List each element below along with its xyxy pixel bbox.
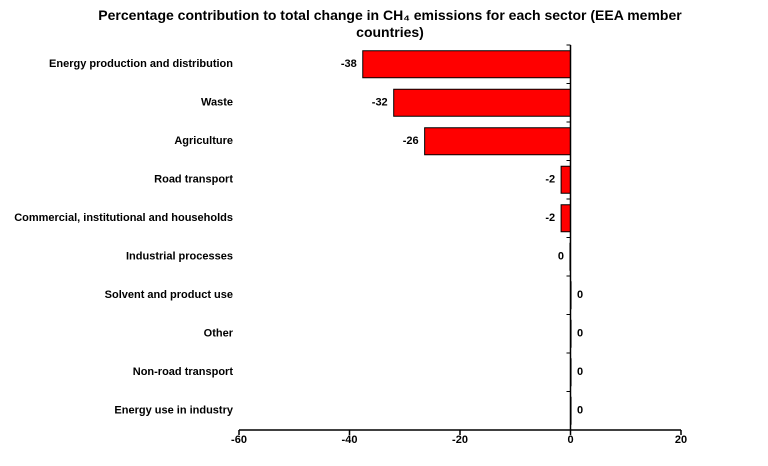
y-tick-label: Non-road transport	[133, 366, 234, 378]
bar	[393, 88, 572, 117]
value-label: -2	[545, 174, 555, 186]
value-label: -38	[341, 58, 357, 70]
value-label: 0	[558, 251, 564, 263]
y-tick-label: Energy use in industry	[114, 405, 233, 417]
y-tick-label: Road transport	[154, 174, 233, 186]
value-label: 0	[577, 405, 583, 417]
y-tick-label: Commercial, institutional and households	[14, 212, 233, 224]
bar	[424, 127, 572, 156]
x-tick-label: 0	[567, 434, 573, 446]
value-label: 0	[577, 289, 583, 301]
bar	[560, 165, 571, 194]
bar	[560, 204, 571, 233]
y-tick-label: Agriculture	[174, 135, 233, 147]
value-label: -32	[372, 97, 388, 109]
y-tick-label: Solvent and product use	[105, 289, 233, 301]
value-label: 0	[577, 366, 583, 378]
x-tick-label: -40	[342, 434, 358, 446]
y-tick-label: Other	[204, 328, 234, 340]
y-tick-label: Industrial processes	[126, 251, 233, 263]
value-label: -26	[403, 135, 419, 147]
bar	[362, 50, 572, 79]
x-tick-label: -20	[452, 434, 468, 446]
value-label: -2	[545, 212, 555, 224]
y-tick-label: Energy production and distribution	[49, 58, 233, 70]
value-label: 0	[577, 328, 583, 340]
x-tick-label: -60	[231, 434, 247, 446]
chart-title: Percentage contribution to total change …	[98, 7, 682, 40]
x-tick-label: 20	[675, 434, 687, 446]
y-tick-label: Waste	[201, 97, 233, 109]
